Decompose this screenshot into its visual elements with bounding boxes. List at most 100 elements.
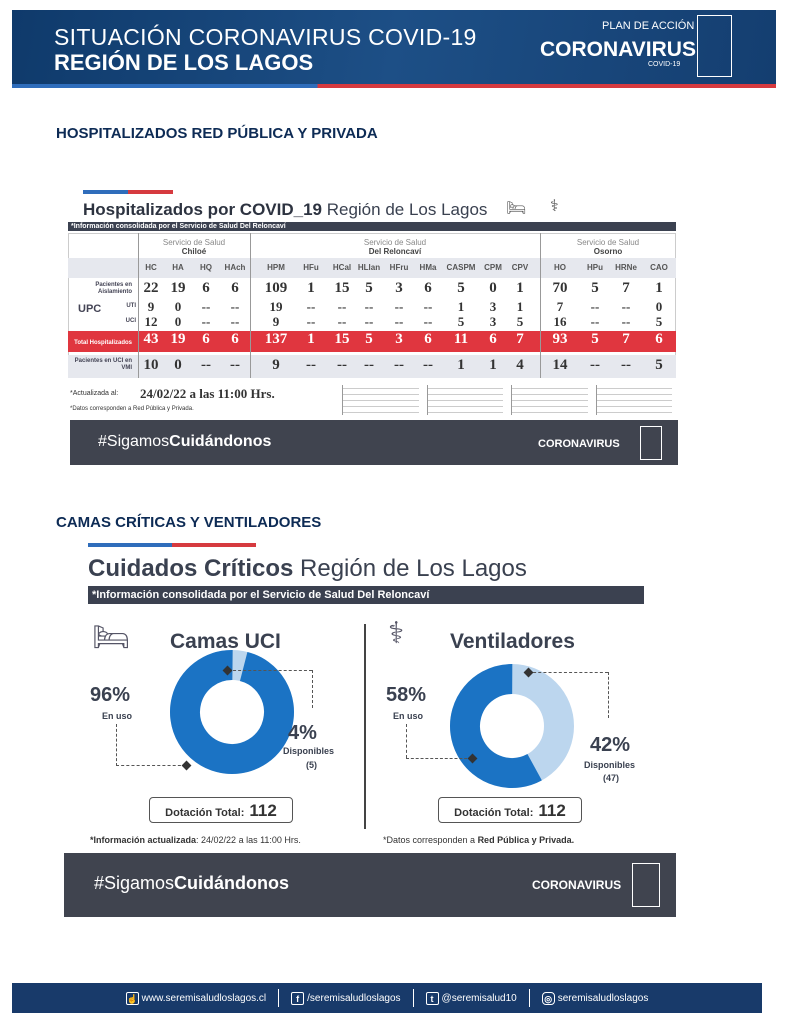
- header-title-line2: REGIÓN DE LOS LAGOS: [54, 50, 314, 75]
- table-cell: 12: [144, 314, 158, 329]
- critical-title: Cuidados Críticos Región de Los Lagos: [88, 555, 527, 582]
- table-cell: 1: [457, 357, 465, 373]
- total-row-band: [68, 331, 676, 352]
- hosp-title-rest: Región de Los Lagos: [322, 200, 488, 219]
- table-cell: 5: [655, 314, 663, 329]
- table-cell: 43: [143, 331, 159, 347]
- camas-uci-title: Camas UCI: [170, 630, 281, 653]
- camas-avail-label: Disponibles: [283, 746, 335, 756]
- table-cell: 5: [591, 331, 599, 347]
- leader-line: [406, 758, 472, 759]
- table-cell: --: [364, 299, 374, 314]
- header-title-line1: SITUACIÓN CORONAVIRUS COVID-19: [54, 24, 477, 50]
- upc-label: UPC: [78, 303, 102, 315]
- column-header: HPM: [267, 263, 285, 272]
- table-cell: --: [423, 299, 433, 314]
- table-cell: --: [423, 314, 433, 329]
- table-cell: 3: [489, 299, 497, 314]
- table-cell: 6: [489, 331, 497, 347]
- website-link[interactable]: ☝ www.seremisaludloslagos.cl: [125, 991, 267, 1005]
- divider: [412, 989, 414, 1007]
- column-header: HQ: [200, 263, 212, 272]
- column-header-band: [68, 258, 676, 278]
- leader-line: [116, 765, 186, 766]
- table-cell: 5: [365, 331, 373, 347]
- accent-bar: [88, 543, 256, 547]
- camas-in-use-label: En uso: [102, 711, 133, 721]
- ventiladores-title: Ventiladores: [450, 630, 575, 653]
- table-cell: 1: [457, 299, 465, 314]
- table-cell: 6: [202, 331, 210, 347]
- table-cell: 15: [334, 280, 350, 296]
- table-cell: --: [590, 314, 600, 329]
- column-header: HPu: [587, 263, 603, 272]
- table-cell: 6: [202, 280, 210, 296]
- divider: [278, 989, 280, 1007]
- table-cell: 6: [655, 331, 663, 347]
- column-header: CASPM: [446, 263, 476, 272]
- camas-total-box: Dotación Total: 112: [149, 797, 293, 823]
- table-cell: 1: [516, 280, 524, 296]
- row-label: Pacientes en UCI en VMI: [74, 358, 132, 371]
- table-cell: --: [306, 357, 316, 373]
- column-header: HFu: [303, 263, 319, 272]
- hosp-info-bar: *Información consolidada por el Servicio…: [68, 222, 676, 231]
- coronavirus-logo: CORONAVIRUS: [538, 438, 620, 450]
- table-cell: 7: [622, 331, 630, 347]
- leader-line: [312, 670, 313, 708]
- table-cell: 5: [457, 314, 465, 329]
- table-cell: 6: [231, 280, 239, 296]
- table-cell: 0: [174, 314, 182, 329]
- divider: [540, 233, 541, 378]
- instagram-link[interactable]: ◎ seremisaludloslagos: [541, 991, 648, 1005]
- hospital-bed-icon: 🛏: [92, 621, 131, 654]
- table-cell: 5: [655, 357, 663, 373]
- critical-updated: *Información actualizada: 24/02/22 a las…: [90, 835, 301, 845]
- table-cell: 9: [272, 357, 280, 373]
- bed-icon: 🛏: [506, 200, 527, 217]
- table-cell: --: [201, 314, 211, 329]
- ventilator-icon: ⚕: [388, 617, 405, 650]
- vent-avail-count: (47): [603, 773, 620, 783]
- table-cell: --: [337, 314, 347, 329]
- vent-avail-label: Disponibles: [584, 760, 636, 770]
- plan-accion-label: PLAN DE ACCIÓN: [602, 20, 695, 32]
- seremi-logo: [640, 426, 662, 460]
- table-cell: 10: [143, 357, 159, 373]
- table-cell: --: [306, 299, 316, 314]
- column-header: HCal: [332, 263, 352, 272]
- facebook-link[interactable]: f/seremisaludloslagos: [291, 991, 401, 1005]
- abbreviation-legend: [342, 385, 672, 415]
- table-cell: 3: [489, 314, 497, 329]
- divider: [364, 624, 366, 829]
- leader-line: [406, 724, 407, 758]
- table-cell: 19: [170, 280, 186, 296]
- column-header: CPM: [484, 263, 502, 272]
- twitter-link[interactable]: t @seremisalud10: [425, 991, 517, 1005]
- table-cell: 137: [264, 331, 288, 347]
- column-header: HFru: [389, 263, 409, 272]
- group-osorno: Servicio de Salud Osorno: [576, 238, 640, 256]
- instagram-icon: ◎: [541, 991, 555, 1005]
- critical-info-bar: *Información consolidada por el Servicio…: [88, 586, 644, 604]
- flag-stripe: [12, 84, 776, 88]
- ventiladores-donut: [450, 664, 574, 788]
- divider: [528, 989, 530, 1007]
- facebook-icon: f: [291, 991, 305, 1005]
- table-cell: 109: [264, 280, 288, 296]
- table-cell: 3: [395, 280, 403, 296]
- updated-value: 24/02/22 a las 11:00 Hrs.: [140, 386, 275, 401]
- vent-avail-pct: 42%: [590, 734, 631, 756]
- row-label: UCI: [125, 318, 136, 324]
- table-cell: 22: [143, 280, 159, 296]
- leader-line: [228, 670, 312, 671]
- vent-total-box: Dotación Total: 112: [438, 797, 582, 823]
- data-note: *Datos corresponden a Red Pública y Priv…: [70, 406, 194, 412]
- table-cell: --: [337, 357, 347, 373]
- twitter-icon: t: [425, 991, 439, 1005]
- column-header: HRNe: [615, 263, 637, 272]
- seremi-logo: [697, 15, 732, 77]
- table-cell: --: [337, 299, 347, 314]
- table-cell: 70: [552, 280, 568, 296]
- table-cell: --: [590, 299, 600, 314]
